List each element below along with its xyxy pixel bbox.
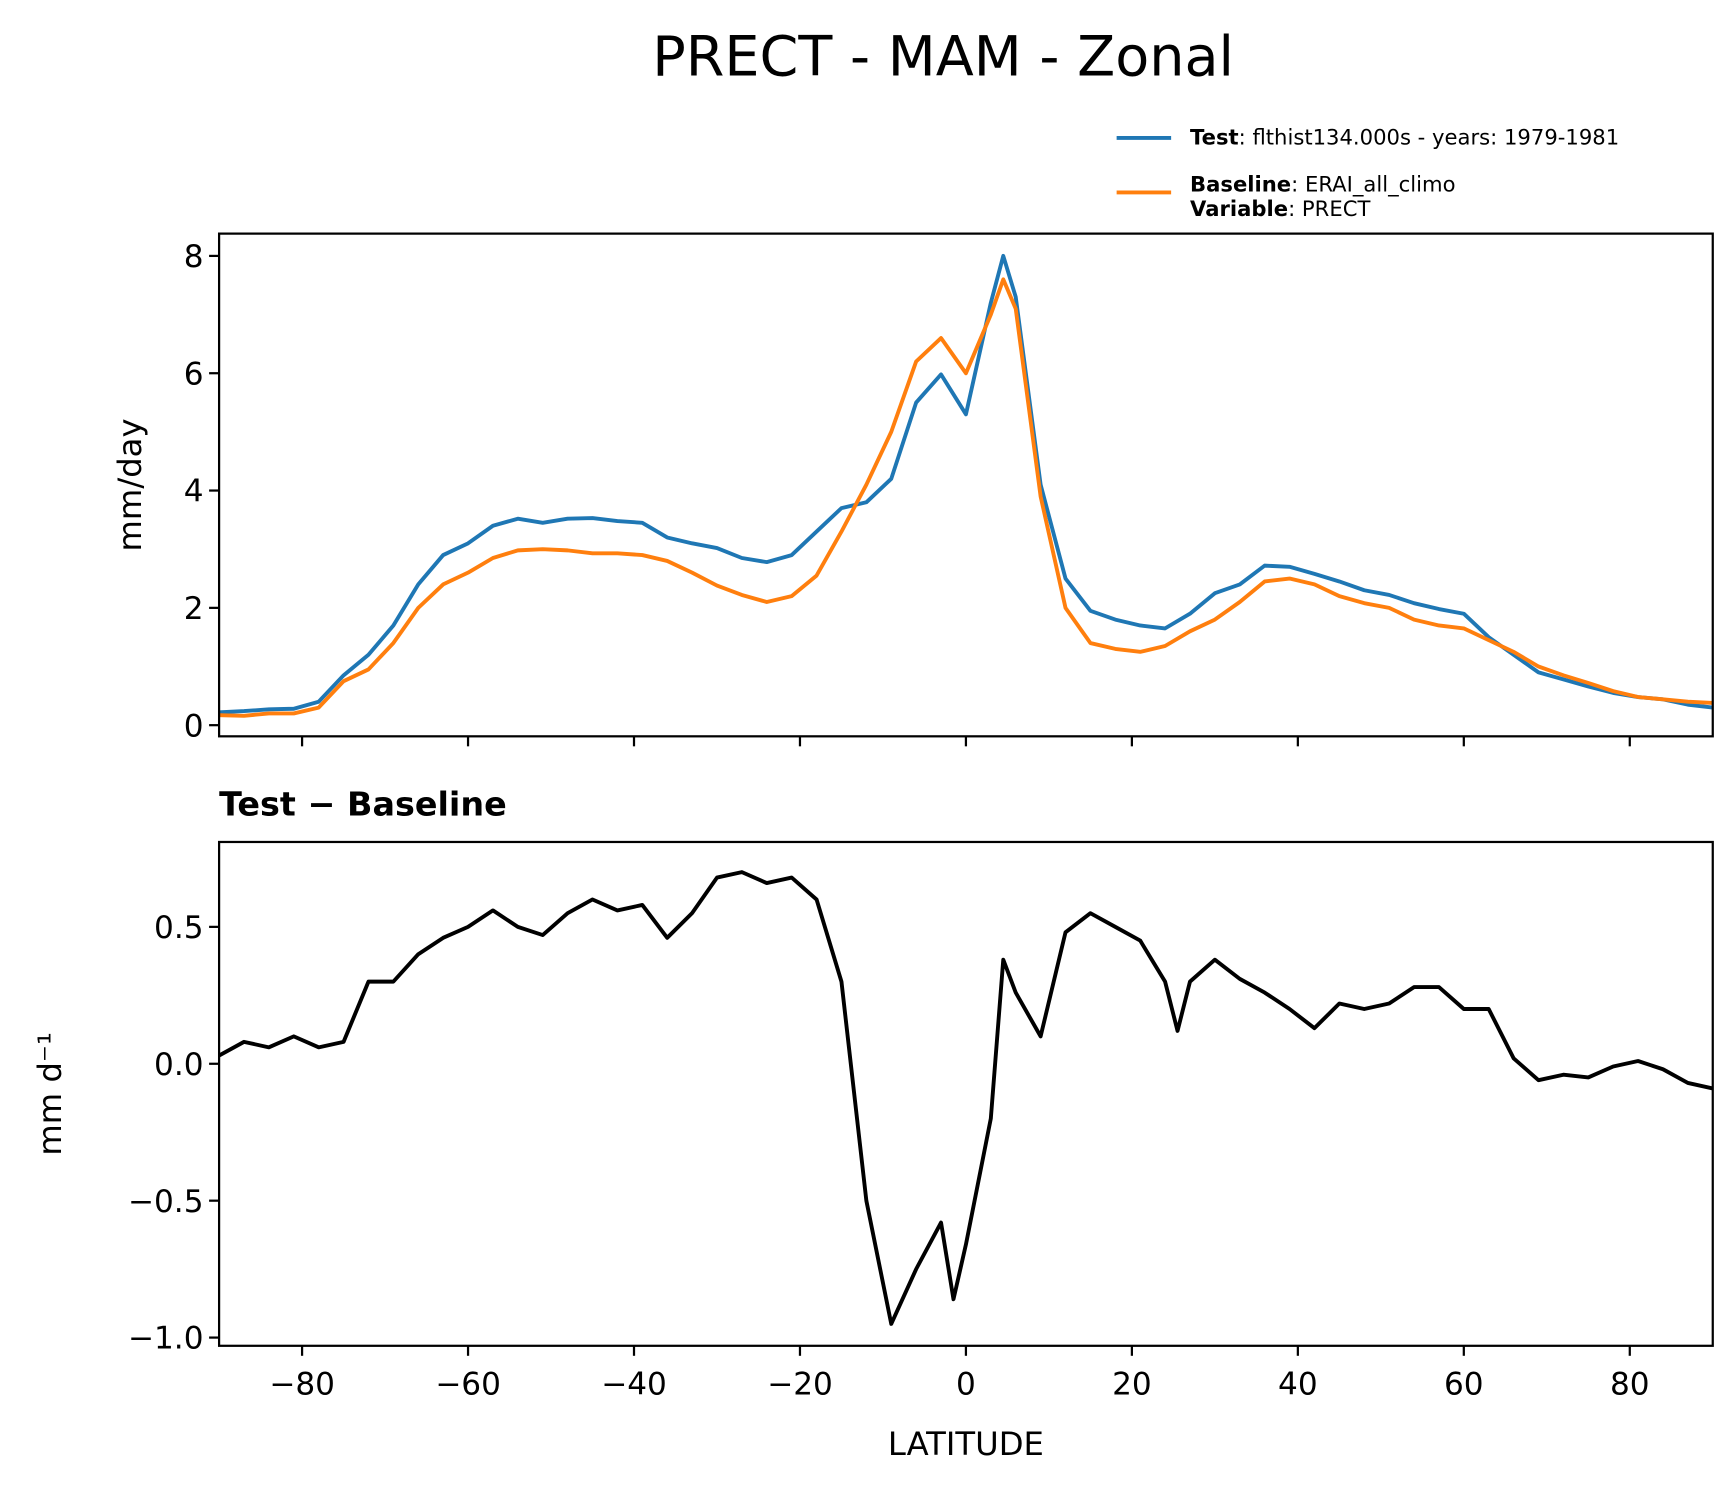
legend-detail: : flthist134.000s - years: 1979-1981 bbox=[1239, 125, 1619, 150]
x-tick-label: 80 bbox=[1610, 1367, 1650, 1403]
x-tick-label: 40 bbox=[1278, 1367, 1318, 1403]
x-tick-label: 20 bbox=[1112, 1367, 1152, 1403]
x-tick-label: −60 bbox=[435, 1367, 501, 1403]
legend-name: Baseline bbox=[1190, 171, 1291, 196]
y-tick-label: 4 bbox=[184, 474, 204, 510]
legend-label: Baseline: ERAI_all_climo bbox=[1190, 171, 1455, 197]
y-axis-label: mm/day bbox=[111, 418, 149, 551]
legend-label: Test: flthist134.000s - years: 1979-1981 bbox=[1190, 125, 1619, 150]
data-line bbox=[219, 277, 1713, 718]
legend-detail: : PRECT bbox=[1288, 196, 1370, 221]
x-tick-label: 0 bbox=[956, 1367, 976, 1403]
axes-frame bbox=[217, 232, 1714, 738]
legend-detail: : ERAI_all_climo bbox=[1291, 171, 1455, 197]
axes-frame bbox=[217, 840, 1714, 1347]
y-tick-label: 2 bbox=[184, 591, 204, 627]
x-tick-label: 60 bbox=[1444, 1367, 1484, 1403]
y-tick-label: 0 bbox=[184, 708, 204, 744]
y-tick-label: −1.0 bbox=[128, 1321, 204, 1357]
y-tick-label: 6 bbox=[184, 356, 204, 392]
panel-title: Test − Baseline bbox=[219, 784, 507, 823]
figure-title: PRECT - MAM - Zonal bbox=[652, 25, 1234, 90]
y-axis-label: mm d⁻¹ bbox=[31, 1032, 69, 1156]
y-tick-label: 8 bbox=[184, 239, 204, 275]
x-tick-label: −80 bbox=[269, 1367, 335, 1403]
legend-name: Test bbox=[1190, 125, 1239, 150]
y-tick-label: 0.5 bbox=[154, 910, 203, 946]
y-tick-label: −0.5 bbox=[128, 1184, 204, 1220]
x-tick-label: −20 bbox=[767, 1367, 833, 1403]
x-axis-label: LATITUDE bbox=[888, 1425, 1044, 1463]
legend-label: Variable: PRECT bbox=[1190, 196, 1370, 221]
legend-name: Variable bbox=[1190, 196, 1288, 221]
data-line bbox=[219, 253, 1713, 715]
y-tick-label: 0.0 bbox=[154, 1047, 203, 1083]
data-line bbox=[219, 870, 1713, 1326]
x-tick-label: −40 bbox=[601, 1367, 667, 1403]
